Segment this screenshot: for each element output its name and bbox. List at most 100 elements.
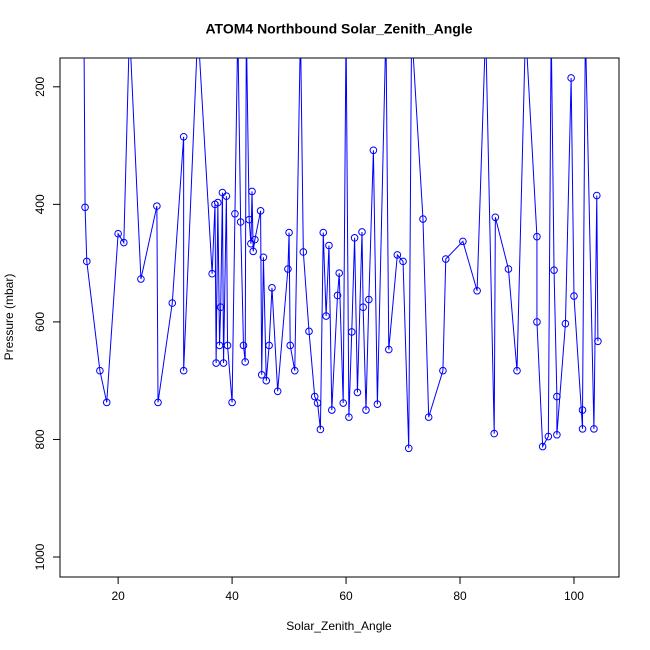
data-point [286,341,295,350]
data-point [362,406,370,414]
data-point [259,253,268,262]
data-point [419,215,427,223]
data-point [310,392,319,401]
data-point [561,319,570,328]
data-point [81,25,88,32]
data-point [305,327,313,336]
data-point [347,328,356,336]
data-point [179,366,188,375]
data-point [504,265,513,273]
data-point [316,425,325,434]
data-point [578,406,587,414]
data-point [251,235,259,244]
data-point [179,132,188,141]
data-point [567,74,575,82]
data-point [219,359,228,367]
data-point [550,266,558,274]
data-point [578,425,587,433]
data-point [345,413,353,421]
data-point [96,366,104,375]
data-point [313,399,322,407]
data-point [533,318,541,326]
data-point [285,228,293,237]
data-point [257,371,266,379]
data-point [214,198,222,207]
data-point [328,406,336,414]
data-point [491,213,500,222]
data-point [350,234,359,242]
data-point [404,444,413,453]
data-point [120,238,128,247]
data-point [522,25,529,32]
x-tick-label: 20 [111,589,125,603]
chart-title: ATOM4 Northbound Solar_Zenith_Angle [205,21,472,37]
data-point [290,366,299,375]
data-point [114,229,122,238]
data-point [223,341,232,350]
data-point [215,341,224,350]
data-point [335,269,344,277]
data-point [241,358,249,366]
data-point [353,388,362,397]
data-point [322,312,330,320]
data-point [393,251,402,259]
data-point [459,237,467,246]
plot-area [81,25,602,453]
data-point [299,248,308,256]
data-point [137,275,145,283]
data-point [319,228,328,237]
data-point [216,303,225,312]
data-point [245,215,253,224]
y-tick-label: 200 [33,76,47,96]
data-point [359,303,367,312]
x-tick-label: 40 [225,589,239,603]
data-point [439,366,447,375]
data-point [236,218,245,226]
data-point [594,337,602,346]
data-point [339,399,348,407]
data-point [399,257,407,266]
data-point [513,366,521,375]
data-point [212,359,220,367]
data-line [83,58,599,449]
data-point [473,286,481,295]
data-point [548,25,555,32]
data-point [358,228,366,236]
data-point [249,247,257,256]
data-point [268,284,276,292]
data-point [384,345,393,354]
data-point [590,425,598,433]
data-point [81,203,89,212]
data-point [490,429,499,438]
data-point [231,209,239,218]
data-point [247,239,255,248]
x-tick-label: 60 [339,589,353,603]
data-point [228,398,236,407]
data-point [373,400,382,408]
data-point [273,387,282,396]
y-axis-label: Pressure (mbar) [2,274,16,361]
data-point [553,392,561,401]
data-point [592,191,601,200]
data-point [365,295,373,304]
data-point [195,25,202,32]
data-point [239,341,248,350]
data-point [325,241,333,250]
data-point [154,398,162,407]
data-point [544,432,553,441]
data-point [369,146,378,155]
data-point [424,413,433,421]
data-point [538,442,547,451]
plot-frame [59,57,620,578]
data-point [208,269,216,278]
data-point [262,376,271,385]
data-point [256,207,265,215]
data-point [248,187,256,196]
data-point [570,292,578,300]
data-point [126,25,133,32]
data-point [284,265,292,273]
data-point [482,25,489,32]
data-point [153,202,161,210]
